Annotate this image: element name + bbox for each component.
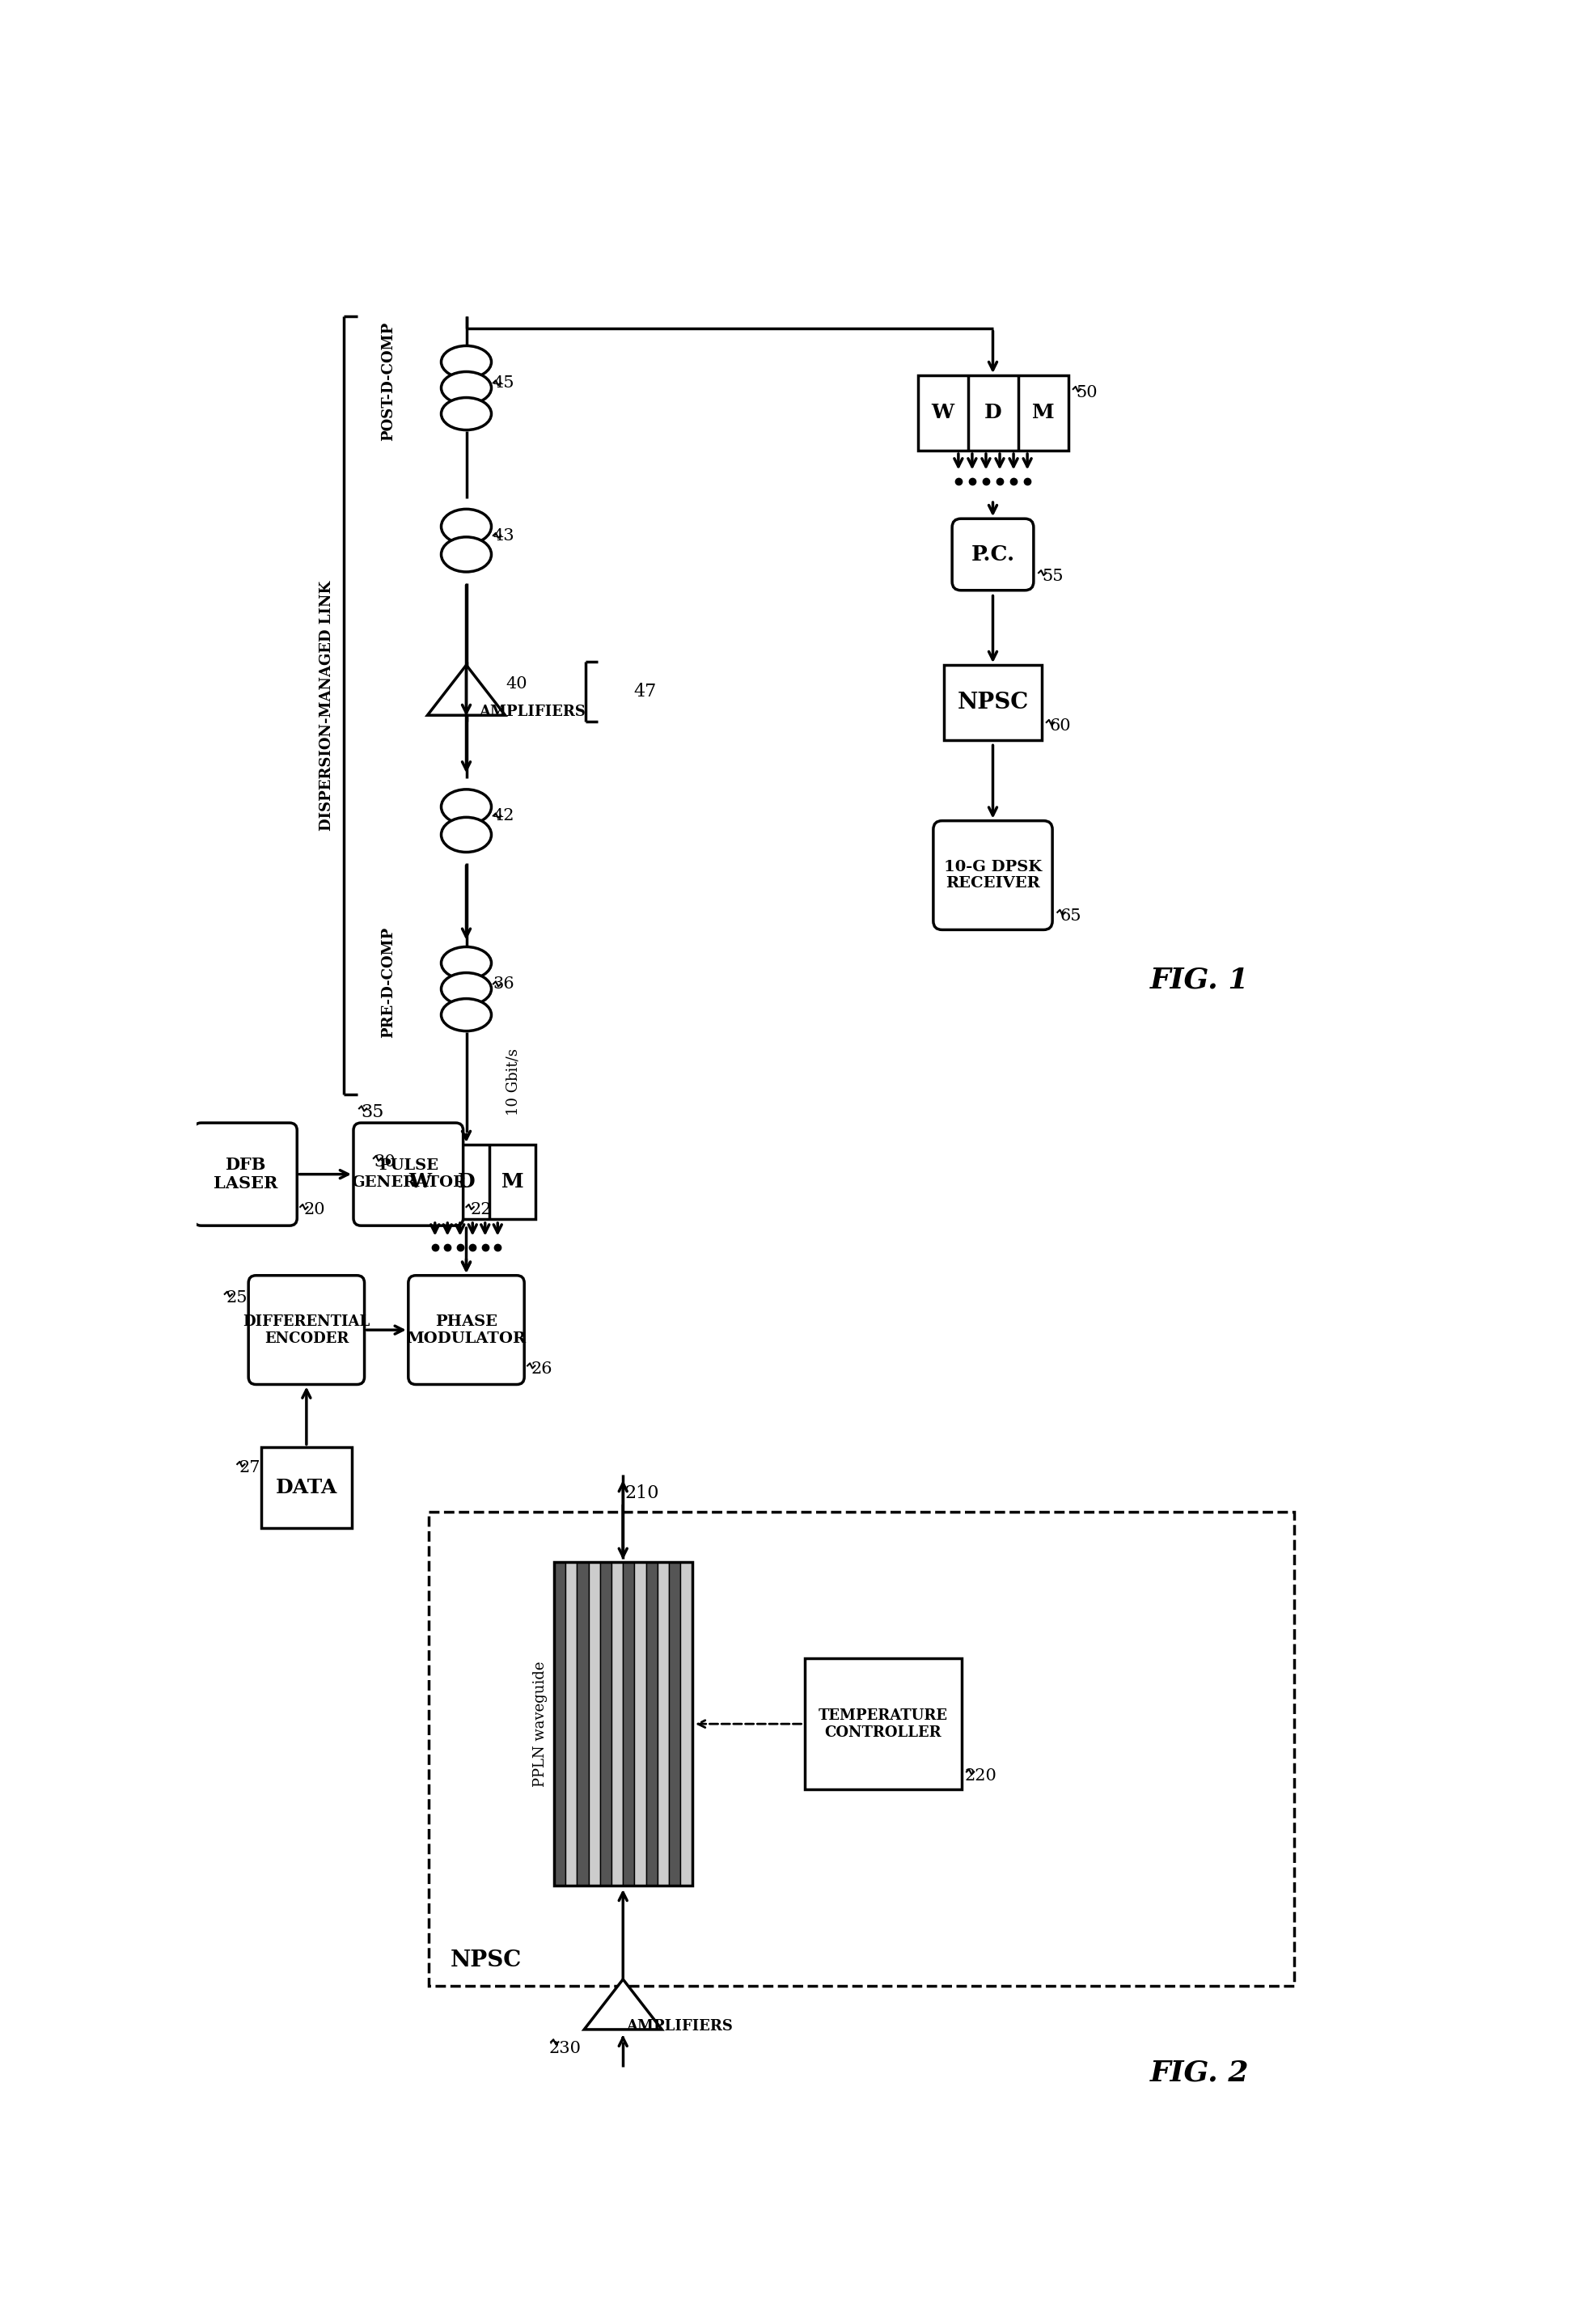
- Text: 220: 220: [965, 1769, 996, 1783]
- Text: 27: 27: [239, 1459, 260, 1476]
- Text: 35: 35: [360, 1104, 384, 1120]
- Bar: [397, 1146, 535, 1220]
- Bar: [612, 1562, 623, 1885]
- Text: PHASE
MODULATOR: PHASE MODULATOR: [406, 1315, 526, 1346]
- Text: 43: 43: [493, 528, 515, 544]
- FancyBboxPatch shape: [408, 1276, 524, 1385]
- Text: DIFFERENTIAL
ENCODER: DIFFERENTIAL ENCODER: [242, 1315, 370, 1346]
- Ellipse shape: [441, 397, 491, 430]
- Text: 26: 26: [530, 1362, 552, 1376]
- Bar: [669, 1562, 680, 1885]
- Text: FIG. 1: FIG. 1: [1151, 967, 1250, 992]
- Text: 50: 50: [1077, 386, 1097, 400]
- Text: 42: 42: [493, 809, 515, 823]
- Bar: [804, 1659, 962, 1789]
- Text: 10 Gbit/s: 10 Gbit/s: [505, 1048, 521, 1116]
- Text: AMPLIFIERS: AMPLIFIERS: [626, 2020, 733, 2034]
- Text: PPLN waveguide: PPLN waveguide: [534, 1662, 548, 1787]
- Text: 47: 47: [633, 683, 656, 700]
- Text: 40: 40: [505, 676, 527, 693]
- Ellipse shape: [441, 372, 491, 404]
- Text: DFB
LASER: DFB LASER: [212, 1157, 277, 1192]
- Text: 36: 36: [493, 976, 515, 992]
- FancyBboxPatch shape: [952, 518, 1034, 590]
- Polygon shape: [428, 665, 505, 716]
- Text: 45: 45: [493, 374, 515, 390]
- Bar: [589, 1562, 600, 1885]
- Text: 25: 25: [227, 1290, 247, 1306]
- Bar: [578, 1562, 589, 1885]
- Bar: [918, 376, 1069, 451]
- Text: 65: 65: [1061, 909, 1081, 923]
- Text: 22: 22: [471, 1202, 491, 1218]
- Ellipse shape: [441, 346, 491, 379]
- Bar: [428, 1513, 1294, 1985]
- FancyBboxPatch shape: [249, 1276, 365, 1385]
- Text: M: M: [1033, 402, 1055, 423]
- Text: DATA: DATA: [275, 1478, 337, 1497]
- Ellipse shape: [441, 818, 491, 853]
- Text: NPSC: NPSC: [957, 693, 1028, 713]
- Text: M: M: [501, 1171, 524, 1192]
- Text: NPSC: NPSC: [450, 1950, 523, 1971]
- Text: 10-G DPSK
RECEIVER: 10-G DPSK RECEIVER: [944, 860, 1042, 890]
- Ellipse shape: [441, 946, 491, 978]
- Bar: [645, 1562, 658, 1885]
- Text: 20: 20: [304, 1202, 326, 1218]
- Bar: [600, 1562, 612, 1885]
- Bar: [623, 1562, 634, 1885]
- Text: AMPLIFIERS: AMPLIFIERS: [478, 704, 586, 718]
- Text: 210: 210: [625, 1485, 660, 1501]
- Ellipse shape: [441, 974, 491, 1006]
- Bar: [554, 1562, 693, 1885]
- Text: D: D: [984, 402, 1001, 423]
- Ellipse shape: [441, 999, 491, 1032]
- Text: 30: 30: [375, 1155, 395, 1169]
- Bar: [658, 1562, 669, 1885]
- Text: 60: 60: [1050, 718, 1070, 734]
- Text: POST-D-COMP: POST-D-COMP: [381, 323, 395, 442]
- Polygon shape: [584, 1980, 663, 2029]
- FancyBboxPatch shape: [194, 1122, 297, 1225]
- Bar: [554, 1562, 565, 1885]
- Ellipse shape: [441, 790, 491, 825]
- Text: D: D: [458, 1171, 475, 1192]
- Bar: [634, 1562, 645, 1885]
- Text: PRE-D-COMP: PRE-D-COMP: [381, 927, 395, 1039]
- Bar: [261, 1448, 353, 1527]
- FancyBboxPatch shape: [933, 820, 1053, 930]
- Text: P.C.: P.C.: [971, 544, 1015, 565]
- Ellipse shape: [441, 509, 491, 544]
- Text: PULSE
GENERATOR: PULSE GENERATOR: [351, 1160, 466, 1190]
- Bar: [680, 1562, 693, 1885]
- Text: TEMPERATURE
CONTROLLER: TEMPERATURE CONTROLLER: [818, 1708, 948, 1741]
- FancyBboxPatch shape: [354, 1122, 463, 1225]
- Text: FIG. 2: FIG. 2: [1151, 2059, 1250, 2087]
- Bar: [565, 1562, 578, 1885]
- Text: 55: 55: [1042, 569, 1062, 583]
- Text: W: W: [409, 1171, 431, 1192]
- Ellipse shape: [441, 537, 491, 572]
- Text: W: W: [932, 402, 954, 423]
- Bar: [944, 665, 1042, 739]
- Text: DISPERSION-MANAGED LINK: DISPERSION-MANAGED LINK: [320, 581, 334, 830]
- Text: 230: 230: [549, 2040, 581, 2057]
